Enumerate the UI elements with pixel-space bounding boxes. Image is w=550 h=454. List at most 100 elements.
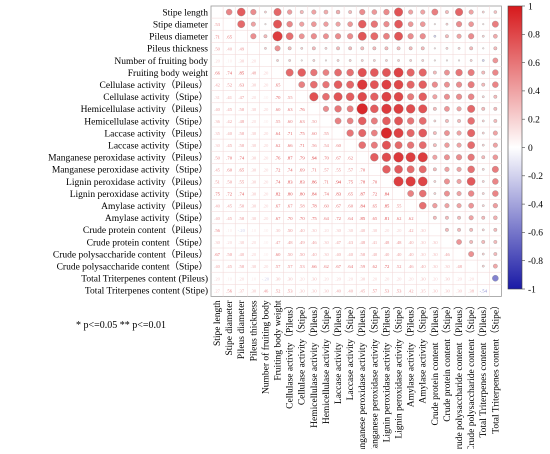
row-label: Crude polysaccharide content（Pileus）	[53, 248, 208, 260]
corr-value-label: .45	[226, 216, 232, 221]
corr-value-label: .47	[238, 95, 244, 100]
corr-circle	[481, 264, 485, 268]
corr-value-label: .55	[275, 119, 281, 124]
corr-value-label: .67	[335, 264, 341, 269]
corr-circle	[492, 130, 498, 136]
corr-circle	[370, 92, 379, 101]
corr-circle	[334, 105, 342, 113]
corr-circle	[310, 33, 317, 40]
colorbar-tick-label: -0.6	[528, 229, 543, 239]
corr-circle	[382, 165, 391, 174]
corr-value-label: .56	[214, 228, 220, 233]
corr-value-label: .40	[226, 131, 232, 136]
corr-circle	[287, 9, 293, 15]
corr-value-label: .65	[238, 167, 244, 172]
corr-circle	[444, 190, 450, 197]
corr-value-label: .40	[371, 252, 377, 257]
corr-value-label: .20	[250, 240, 256, 245]
corr-circle	[418, 68, 427, 77]
corr-value-label: .30	[444, 288, 450, 293]
corr-value-label: .83	[335, 192, 341, 197]
corr-circle	[370, 20, 378, 28]
corr-value-label: .43	[347, 240, 353, 245]
corr-circle	[433, 119, 437, 123]
corr-circle	[492, 190, 499, 197]
corr-circle	[370, 104, 379, 114]
corr-circle	[432, 94, 438, 100]
corr-value-label: .30	[250, 107, 256, 112]
corr-value-label: .66	[311, 264, 317, 269]
corr-circle	[493, 252, 498, 256]
corr-circle	[393, 67, 404, 78]
corr-value-label: .40	[214, 204, 220, 209]
cells-group: .53 .71 .65 .50 .40 .49 .20 .10 .30 .20 .66 .74 .85.…	[214, 7, 499, 293]
corr-circle	[370, 68, 379, 77]
corr-value-label: .52	[396, 264, 402, 269]
corr-value-label: .49	[299, 240, 305, 245]
corr-circle	[359, 9, 366, 16]
corr-circle	[467, 165, 475, 174]
corr-circle	[493, 10, 498, 14]
corr-circle	[469, 59, 473, 62]
corr-value-label: .50	[299, 252, 305, 257]
corr-value-label: .83	[299, 179, 305, 184]
corr-circle	[456, 179, 462, 184]
corr-value-label: .40	[408, 252, 414, 257]
corr-value-label: .45	[226, 107, 232, 112]
corr-value-label: .78	[311, 204, 317, 209]
corr-circle	[370, 141, 378, 149]
corr-value-label: .40	[396, 252, 402, 257]
corr-circle	[481, 70, 486, 75]
corr-value-label: .67	[335, 155, 341, 160]
corr-circle	[298, 33, 305, 40]
column-label: Pileus diameter	[237, 300, 247, 360]
corr-value-label: .70	[371, 179, 377, 184]
corr-value-label: .30	[347, 228, 353, 233]
corr-value-label: .30	[238, 240, 244, 245]
corr-circle	[457, 215, 461, 220]
column-label: Hemicellulase activity（Pileus）	[308, 300, 320, 427]
corr-value-label: .60	[275, 107, 281, 112]
corr-value-label: .48	[250, 71, 256, 76]
corr-circle	[225, 8, 233, 16]
corr-circle	[264, 23, 267, 26]
corr-circle	[334, 68, 342, 77]
corr-circle	[492, 20, 499, 28]
corr-circle	[406, 104, 416, 114]
corr-circle	[358, 141, 366, 149]
row-label: Crude protein content（Pileus）	[83, 224, 208, 236]
corr-value-label: .55	[238, 179, 244, 184]
corr-circle	[325, 59, 327, 62]
colorbar-tick-label: 0.6	[528, 59, 540, 69]
corr-value-label: .47	[335, 240, 341, 245]
colorbar-tick-label: 0.8	[528, 31, 540, 41]
row-label: Lignin peroxidase activity（Pileus）	[66, 176, 208, 188]
corr-circle	[469, 227, 474, 232]
corr-value-label: .53	[287, 288, 293, 293]
corr-circle	[250, 33, 257, 40]
corr-value-label: .67	[214, 252, 220, 257]
corr-circle	[381, 91, 392, 102]
corr-value-label: .30	[238, 58, 244, 63]
corr-circle	[467, 93, 475, 100]
colorbar-tick-label: -1	[528, 285, 536, 295]
corr-circle	[310, 68, 318, 77]
corr-circle	[444, 106, 450, 112]
corr-circle	[263, 34, 268, 39]
corr-value-label: .85	[384, 204, 390, 209]
corr-circle	[336, 46, 340, 51]
corr-value-label: .80	[299, 192, 305, 197]
corr-value-label: .40	[214, 107, 220, 112]
corr-value-label: .40	[335, 252, 341, 257]
corr-circle	[493, 227, 498, 232]
corr-circle	[250, 21, 256, 27]
corr-circle	[455, 8, 464, 17]
corr-value-label: .62	[371, 264, 377, 269]
corr-circle	[467, 141, 475, 149]
corr-circle	[237, 20, 246, 28]
column-label: Cellulase activity（Stipe）	[296, 300, 308, 405]
corr-value-label: .71	[214, 34, 220, 39]
column-label: Pileus thickness	[249, 300, 259, 361]
corr-value-label: .20	[263, 131, 269, 136]
corr-circle	[481, 252, 485, 256]
